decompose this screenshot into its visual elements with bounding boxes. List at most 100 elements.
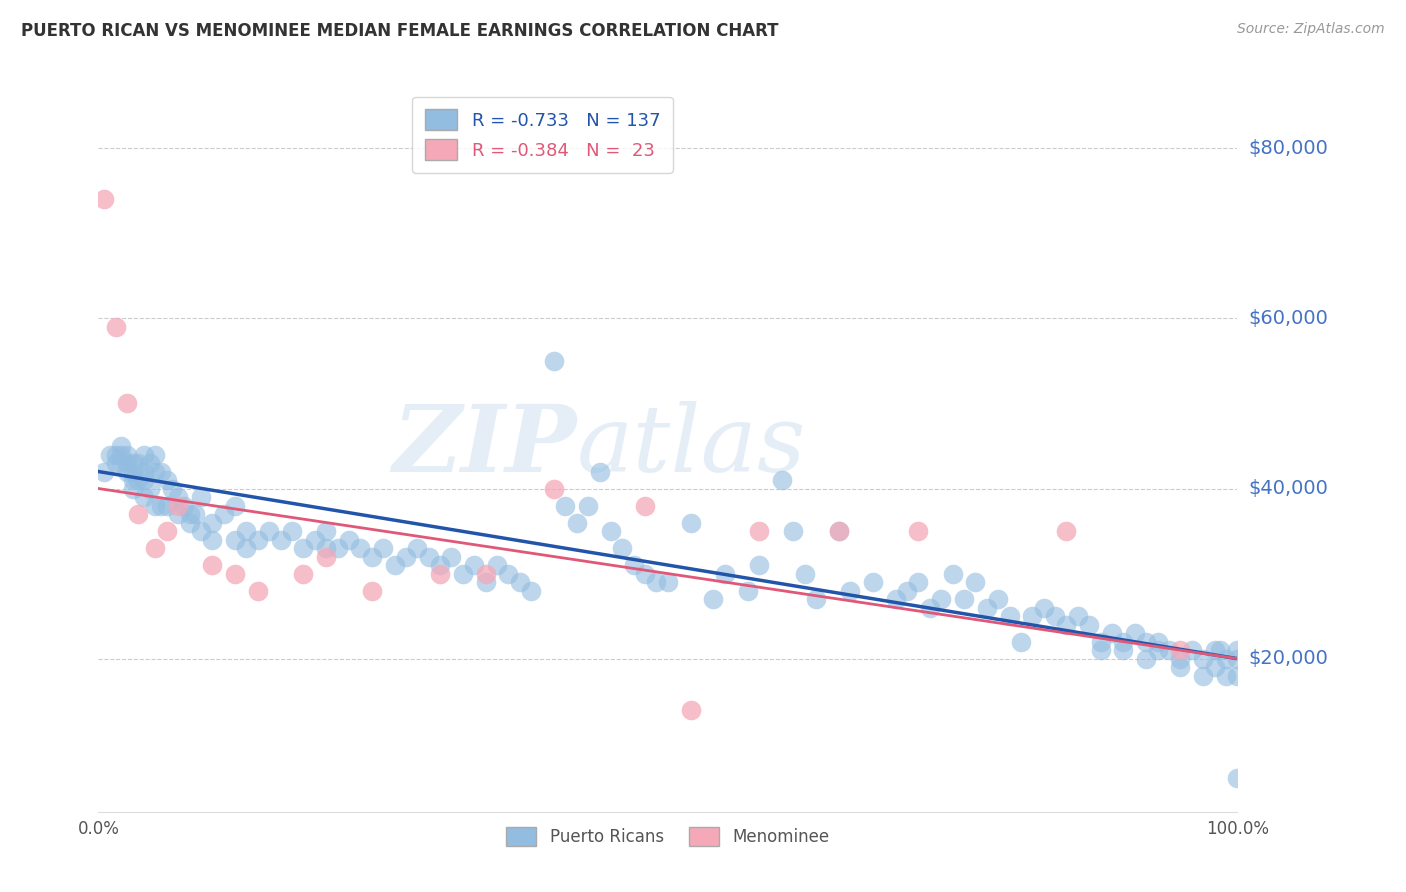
Point (1170, 643, 1192, 657)
Point (145, 541, 167, 555)
Point (145, 499, 167, 513)
Point (918, 600, 941, 615)
Point (121, 465, 143, 479)
Point (115, 465, 138, 479)
Point (371, 541, 394, 555)
Point (259, 524, 281, 538)
Point (737, 583, 759, 598)
Point (828, 524, 851, 538)
Point (1226, 651, 1249, 665)
Point (804, 592, 827, 607)
Point (93, 192, 115, 206)
Point (748, 558, 770, 572)
Text: $20,000: $20,000 (1249, 649, 1329, 668)
Point (162, 482, 184, 496)
Point (953, 592, 976, 607)
Point (714, 566, 737, 581)
Point (132, 473, 155, 487)
Point (121, 482, 143, 496)
Point (828, 524, 851, 538)
Point (1090, 643, 1112, 657)
Point (1204, 643, 1226, 657)
Point (1192, 668, 1215, 682)
Point (1043, 609, 1066, 624)
Point (1146, 643, 1168, 657)
Point (965, 575, 987, 590)
Point (839, 583, 862, 598)
Point (184, 507, 207, 521)
Point (93, 465, 115, 479)
Point (224, 566, 246, 581)
Point (862, 575, 884, 590)
Point (212, 507, 235, 521)
Point (235, 524, 257, 538)
Point (270, 533, 292, 547)
Text: Source: ZipAtlas.com: Source: ZipAtlas.com (1237, 22, 1385, 37)
Point (110, 448, 132, 462)
Point (782, 524, 804, 538)
Point (360, 549, 382, 564)
Point (1181, 643, 1204, 657)
Point (634, 499, 657, 513)
Point (281, 524, 304, 538)
Point (337, 533, 360, 547)
Point (156, 499, 179, 513)
Point (121, 456, 143, 470)
Point (1078, 617, 1101, 632)
Point (1112, 643, 1135, 657)
Point (110, 456, 132, 470)
Point (145, 465, 167, 479)
Point (1226, 643, 1249, 657)
Point (246, 583, 269, 598)
Point (509, 575, 531, 590)
Point (1215, 668, 1237, 682)
Text: ZIP: ZIP (392, 401, 576, 491)
Point (679, 703, 702, 717)
Point (179, 516, 201, 530)
Point (167, 490, 190, 504)
Point (486, 558, 509, 572)
Point (1146, 634, 1168, 648)
Point (645, 575, 668, 590)
Point (907, 575, 929, 590)
Point (127, 473, 149, 487)
Point (1010, 634, 1032, 648)
Point (292, 566, 315, 581)
Point (498, 566, 520, 581)
Point (907, 524, 929, 538)
Point (429, 558, 451, 572)
Point (179, 507, 201, 521)
Point (474, 575, 496, 590)
Point (190, 490, 212, 504)
Point (543, 482, 565, 496)
Point (127, 456, 149, 470)
Text: $40,000: $40,000 (1249, 479, 1329, 498)
Point (167, 499, 190, 513)
Point (1226, 771, 1249, 785)
Point (1054, 617, 1078, 632)
Point (1090, 634, 1112, 648)
Point (384, 558, 406, 572)
Point (406, 541, 429, 555)
Point (588, 465, 610, 479)
Point (138, 456, 160, 470)
Point (201, 516, 224, 530)
Point (942, 566, 965, 581)
Point (145, 448, 167, 462)
Point (104, 456, 127, 470)
Point (349, 541, 371, 555)
Point (1157, 643, 1180, 657)
Point (104, 320, 127, 334)
Point (565, 516, 588, 530)
Point (115, 448, 138, 462)
Point (132, 465, 155, 479)
Point (246, 533, 269, 547)
Point (1112, 634, 1135, 648)
Point (326, 541, 349, 555)
Point (292, 541, 315, 555)
Point (150, 499, 173, 513)
Point (1204, 660, 1226, 674)
Point (315, 524, 337, 538)
Point (634, 566, 657, 581)
Point (315, 549, 337, 564)
